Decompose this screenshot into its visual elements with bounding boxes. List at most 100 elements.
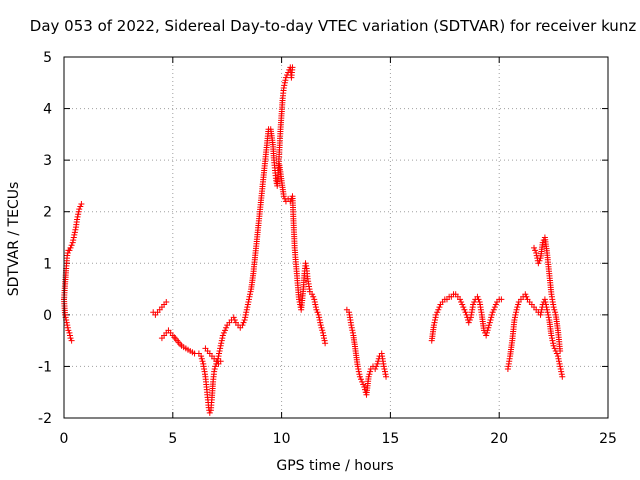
data-point-7-17 — [465, 319, 472, 326]
plot-frame — [63, 56, 609, 419]
data-point-8-23 — [554, 353, 561, 360]
data-point-7-28 — [489, 309, 496, 316]
series-6-dense-markers — [346, 311, 389, 396]
data-point-5-17 — [309, 291, 316, 298]
data-point-7-29 — [491, 304, 498, 311]
series-7-dense-markers — [429, 296, 499, 342]
data-point-5-22 — [319, 329, 326, 336]
data-point-3-18 — [206, 409, 213, 416]
data-point-7-14 — [459, 301, 466, 308]
data-point-0-13 — [75, 211, 82, 218]
x-tick-label-1: 5 — [168, 431, 177, 447]
series-7 — [428, 291, 505, 344]
series-9-dense-markers — [532, 236, 563, 352]
data-point-3-12 — [198, 353, 205, 360]
y-tick-label-3: 1 — [43, 256, 52, 272]
y-tick-label-4: 2 — [43, 205, 52, 221]
y-tick-label-7: 5 — [43, 50, 52, 66]
data-point-9-2 — [535, 260, 542, 267]
series-2 — [150, 298, 170, 318]
data-point-6-14 — [374, 360, 381, 367]
series-8 — [504, 291, 566, 380]
data-point-5-18 — [311, 296, 318, 303]
data-point-8-15 — [537, 311, 544, 318]
data-point-5-19 — [313, 306, 320, 313]
series-3 — [158, 64, 296, 416]
data-point-0-15 — [77, 203, 84, 210]
data-point-7-3 — [435, 306, 442, 313]
grid-lines — [64, 57, 608, 418]
data-point-1-3 — [64, 322, 71, 329]
data-point-3-23 — [212, 363, 219, 370]
x-tick-label-0: 0 — [60, 431, 69, 447]
series-4 — [202, 345, 224, 367]
data-point-9-0 — [531, 244, 538, 251]
x-tick-label-5: 25 — [599, 431, 617, 447]
data-point-7-27 — [487, 317, 494, 324]
data-point-3-29 — [222, 327, 229, 334]
data-point-3-39 — [243, 306, 250, 313]
series-5 — [276, 162, 329, 347]
data-point-3-63 — [282, 74, 289, 81]
data-point-5-20 — [315, 311, 322, 318]
series-5-dense-markers — [276, 164, 328, 344]
series-8-dense-markers — [505, 293, 565, 378]
series-0 — [61, 200, 85, 303]
axis-ticks: 0 5 10 15 20 25 -2 -1 0 1 2 3 4 5 — [38, 50, 617, 447]
data-point-1-4 — [65, 327, 72, 334]
chart-title: Day 053 of 2022, Sidereal Day-to-day VTE… — [30, 17, 637, 35]
data-point-8-17 — [541, 296, 548, 303]
series-6 — [343, 306, 390, 398]
data-point-4-7 — [217, 358, 224, 365]
series-9 — [531, 234, 564, 354]
data-point-3-33 — [230, 314, 237, 321]
data-point-7-32 — [498, 296, 505, 303]
data-point-6-13 — [372, 366, 379, 373]
y-tick-label-0: -2 — [38, 411, 52, 427]
data-points — [61, 64, 566, 416]
data-point-2-6 — [163, 298, 170, 305]
x-tick-label-2: 10 — [273, 431, 291, 447]
data-point-3-40 — [245, 296, 252, 303]
series-1 — [61, 296, 75, 344]
data-point-3-28 — [219, 332, 226, 339]
data-point-8-8 — [522, 291, 529, 298]
y-axis-label: SDTVAR / TECUs — [6, 182, 22, 297]
x-tick-label-4: 20 — [490, 431, 508, 447]
data-point-0-16 — [78, 200, 85, 207]
y-tick-label-5: 3 — [43, 153, 52, 169]
y-tick-label-1: -1 — [38, 359, 52, 375]
data-point-0-6 — [67, 244, 74, 251]
data-point-3-38 — [241, 317, 248, 324]
data-point-0-14 — [76, 206, 83, 213]
series-3-dense-markers — [171, 66, 296, 414]
data-point-0-9 — [70, 234, 77, 241]
data-point-3-27 — [217, 342, 224, 349]
data-point-0-7 — [68, 242, 75, 249]
data-point-3-62 — [281, 79, 288, 86]
data-point-1-5 — [66, 329, 73, 336]
data-point-6-7 — [359, 378, 366, 385]
data-point-9-1 — [533, 249, 540, 256]
data-point-6-8 — [361, 384, 368, 391]
data-point-8-18 — [544, 306, 551, 313]
data-point-7-25 — [483, 332, 490, 339]
x-tick-label-3: 15 — [381, 431, 399, 447]
data-point-1-7 — [68, 337, 75, 344]
data-point-5-21 — [317, 322, 324, 329]
data-point-8-24 — [557, 363, 564, 370]
data-point-7-13 — [457, 296, 464, 303]
data-point-8-25 — [559, 373, 566, 380]
data-point-6-18 — [383, 373, 390, 380]
y-tick-label-6: 4 — [43, 102, 52, 118]
data-point-6-6 — [356, 373, 363, 380]
data-point-5-23 — [322, 340, 329, 347]
y-tick-label-2: 0 — [43, 308, 52, 324]
data-point-7-15 — [461, 306, 468, 313]
data-point-1-6 — [67, 335, 74, 342]
data-point-8-4 — [513, 306, 520, 313]
data-point-7-21 — [474, 293, 481, 300]
x-axis-label: GPS time / hours — [276, 458, 393, 474]
data-point-0-10 — [71, 229, 78, 236]
